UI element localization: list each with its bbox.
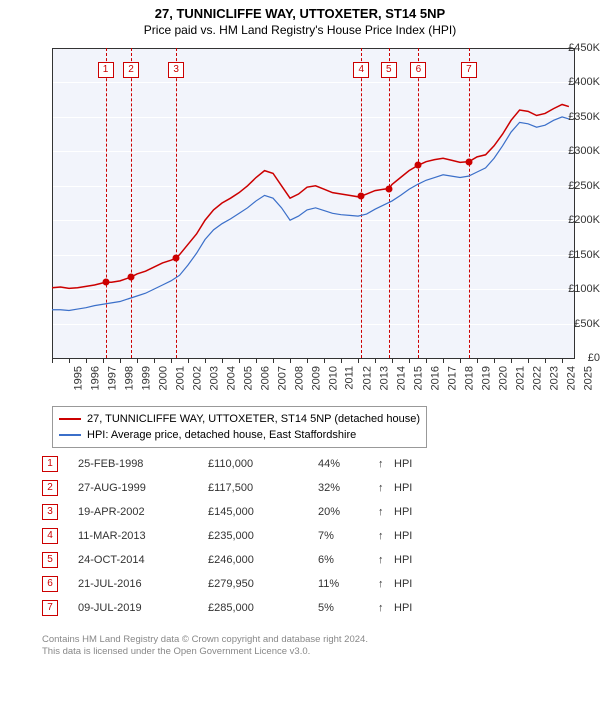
row-pct: 11% xyxy=(318,578,378,590)
row-date: 19-APR-2002 xyxy=(78,506,208,518)
row-marker: 1 xyxy=(42,456,58,472)
row-pct: 7% xyxy=(318,530,378,542)
row-pct: 44% xyxy=(318,458,378,470)
row-marker: 2 xyxy=(42,480,58,496)
row-price: £285,000 xyxy=(208,602,318,614)
row-marker: 5 xyxy=(42,552,58,568)
up-arrow-icon: ↑ xyxy=(378,506,394,518)
row-vs: HPI xyxy=(394,578,412,590)
legend-label: HPI: Average price, detached house, East… xyxy=(87,429,356,441)
up-arrow-icon: ↑ xyxy=(378,554,394,566)
series-line xyxy=(52,117,569,311)
legend-item: HPI: Average price, detached house, East… xyxy=(59,427,420,443)
transaction-dot xyxy=(465,158,472,165)
row-vs: HPI xyxy=(394,506,412,518)
legend-swatch xyxy=(59,434,81,436)
up-arrow-icon: ↑ xyxy=(378,458,394,470)
row-marker: 4 xyxy=(42,528,58,544)
footer-attribution: Contains HM Land Registry data © Crown c… xyxy=(42,634,368,659)
row-price: £110,000 xyxy=(208,458,318,470)
transactions-table: 125-FEB-1998£110,00044%↑HPI227-AUG-1999£… xyxy=(42,452,412,620)
series-line xyxy=(52,104,569,288)
row-vs: HPI xyxy=(394,554,412,566)
row-marker: 6 xyxy=(42,576,58,592)
up-arrow-icon: ↑ xyxy=(378,602,394,614)
row-date: 25-FEB-1998 xyxy=(78,458,208,470)
row-date: 11-MAR-2013 xyxy=(78,530,208,542)
legend-label: 27, TUNNICLIFFE WAY, UTTOXETER, ST14 5NP… xyxy=(87,413,420,425)
row-marker: 7 xyxy=(42,600,58,616)
up-arrow-icon: ↑ xyxy=(378,530,394,542)
row-pct: 5% xyxy=(318,602,378,614)
row-vs: HPI xyxy=(394,530,412,542)
row-vs: HPI xyxy=(394,602,412,614)
row-marker: 3 xyxy=(42,504,58,520)
footer-line-2: This data is licensed under the Open Gov… xyxy=(42,646,368,658)
transaction-dot xyxy=(128,274,135,281)
transaction-dot xyxy=(173,255,180,262)
row-pct: 20% xyxy=(318,506,378,518)
row-date: 27-AUG-1999 xyxy=(78,482,208,494)
row-vs: HPI xyxy=(394,458,412,470)
row-price: £117,500 xyxy=(208,482,318,494)
transaction-dot xyxy=(415,162,422,169)
table-row: 4 11-MAR-2013£235,0007%↑HPI xyxy=(42,524,412,548)
row-date: 21-JUL-2016 xyxy=(78,578,208,590)
up-arrow-icon: ↑ xyxy=(378,482,394,494)
legend-swatch xyxy=(59,418,81,420)
table-row: 3 19-APR-2002£145,00020%↑HPI xyxy=(42,500,412,524)
up-arrow-icon: ↑ xyxy=(378,578,394,590)
row-price: £279,950 xyxy=(208,578,318,590)
transaction-dot xyxy=(358,193,365,200)
row-date: 09-JUL-2019 xyxy=(78,602,208,614)
row-vs: HPI xyxy=(394,482,412,494)
transaction-dot xyxy=(102,279,109,286)
transaction-dot xyxy=(385,185,392,192)
row-price: £246,000 xyxy=(208,554,318,566)
table-row: 1 25-FEB-1998£110,00044%↑HPI xyxy=(42,452,412,476)
legend-item: 27, TUNNICLIFFE WAY, UTTOXETER, ST14 5NP… xyxy=(59,411,420,427)
row-price: £235,000 xyxy=(208,530,318,542)
row-pct: 32% xyxy=(318,482,378,494)
row-price: £145,000 xyxy=(208,506,318,518)
price-chart: £0£50K£100K£150K£200K£250K£300K£350K£400… xyxy=(0,0,600,420)
chart-lines xyxy=(0,0,600,420)
row-date: 24-OCT-2014 xyxy=(78,554,208,566)
chart-legend: 27, TUNNICLIFFE WAY, UTTOXETER, ST14 5NP… xyxy=(52,406,427,448)
table-row: 2 27-AUG-1999£117,50032%↑HPI xyxy=(42,476,412,500)
row-pct: 6% xyxy=(318,554,378,566)
table-row: 5 24-OCT-2014£246,0006%↑HPI xyxy=(42,548,412,572)
table-row: 7 09-JUL-2019£285,0005%↑HPI xyxy=(42,596,412,620)
table-row: 6 21-JUL-2016£279,95011%↑HPI xyxy=(42,572,412,596)
footer-line-1: Contains HM Land Registry data © Crown c… xyxy=(42,634,368,646)
